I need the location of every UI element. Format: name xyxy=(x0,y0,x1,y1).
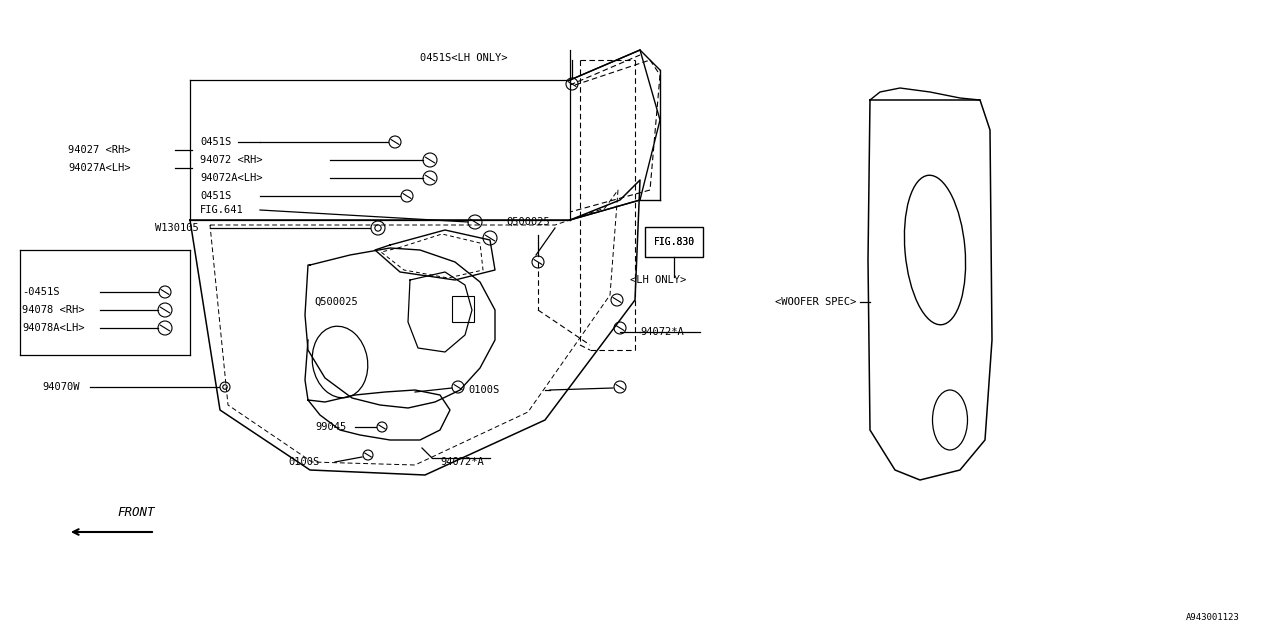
Text: 94078 <RH>: 94078 <RH> xyxy=(22,305,84,315)
Text: FRONT: FRONT xyxy=(118,506,155,518)
Text: -0451S: -0451S xyxy=(22,287,59,297)
Text: W130105: W130105 xyxy=(155,223,198,233)
Text: <WOOFER SPEC>: <WOOFER SPEC> xyxy=(774,297,856,307)
Text: 94072*A: 94072*A xyxy=(440,457,484,467)
Text: 94072A<LH>: 94072A<LH> xyxy=(200,173,262,183)
Text: 0100S: 0100S xyxy=(289,457,320,467)
Text: <LH ONLY>: <LH ONLY> xyxy=(630,275,686,285)
Text: 94072*A: 94072*A xyxy=(640,327,684,337)
Text: 99045: 99045 xyxy=(316,422,347,432)
Text: 0451S: 0451S xyxy=(200,191,232,201)
Text: FIG.641: FIG.641 xyxy=(200,205,243,215)
Text: 94070W: 94070W xyxy=(42,382,79,392)
Text: 94027 <RH>: 94027 <RH> xyxy=(68,145,131,155)
Text: A943001123: A943001123 xyxy=(1187,614,1240,623)
Bar xyxy=(645,227,703,257)
Text: Q500025: Q500025 xyxy=(506,217,549,227)
Text: Q500025: Q500025 xyxy=(315,297,358,307)
Text: 0100S: 0100S xyxy=(468,385,500,395)
Bar xyxy=(452,296,474,322)
Text: 94078A<LH>: 94078A<LH> xyxy=(22,323,84,333)
Text: 94027A<LH>: 94027A<LH> xyxy=(68,163,131,173)
Text: 94072 <RH>: 94072 <RH> xyxy=(200,155,262,165)
Text: 0451S<LH ONLY>: 0451S<LH ONLY> xyxy=(420,53,507,63)
Text: 0451S: 0451S xyxy=(200,137,232,147)
Text: FIG.830: FIG.830 xyxy=(653,237,695,247)
Text: FIG.830: FIG.830 xyxy=(653,237,695,247)
